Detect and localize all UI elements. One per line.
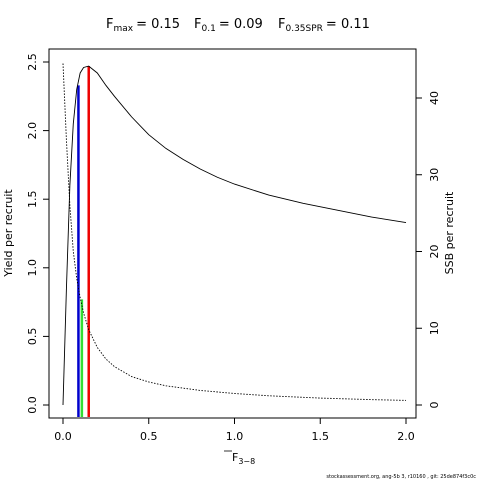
y-right-tick-label: 10 — [428, 321, 441, 335]
series-layer — [62, 63, 407, 406]
ssb-curve — [62, 63, 407, 401]
y-left-tick-label: 1.5 — [26, 190, 39, 208]
x-tick-label: 1.5 — [312, 430, 330, 443]
y-axis-left-label: Yield per recruit — [2, 189, 15, 278]
svg-text:Fmax= 0.15 F0.1= 0.09: Fmax = 0.15 F0.1 = 0.09 F0.35SPR = 0.11 — [106, 17, 370, 34]
title-fspr-value: = 0.11 — [326, 17, 370, 32]
title-fspr-letter: F — [278, 17, 285, 32]
y-axis-right: 0 10 20 30 40 — [415, 91, 441, 409]
y-axis-left: 0.0 0.5 1.0 1.5 2.0 2.5 — [26, 53, 50, 414]
x-axis-label-main: F — [232, 451, 238, 464]
y-right-tick-label: 40 — [428, 91, 441, 105]
y-axis-right-label: SSB per recruit — [443, 191, 456, 274]
x-tick-label: 0.0 — [54, 430, 72, 443]
x-axis-label-sub: 3−8 — [238, 457, 255, 466]
y-right-tick-label: 30 — [428, 168, 441, 182]
y-left-tick-label: 2.0 — [26, 122, 39, 140]
title-f01-value: = 0.09 — [219, 17, 263, 32]
x-tick-label: 1.0 — [226, 430, 244, 443]
yield-curve — [62, 65, 407, 406]
x-tick-label: 0.5 — [140, 430, 158, 443]
title-fmax-sub: max — [113, 24, 133, 34]
y-left-tick-label: 0.5 — [26, 328, 39, 346]
title-fmax-value: = 0.15 — [136, 17, 180, 32]
y-left-tick-label: 0.0 — [26, 396, 39, 414]
title-fspr-sub: 0.35SPR — [285, 24, 322, 34]
title-f01-sub: 0.1 — [201, 24, 215, 34]
y-left-tick-label: 1.0 — [26, 259, 39, 277]
x-axis: 0.0 0.5 1.0 1.5 2.0 — [54, 417, 415, 443]
reference-lines — [77, 66, 90, 417]
y-right-tick-label: 0 — [428, 402, 441, 409]
footer-note: stockassessment.org, ang-5b 3, r10160 , … — [326, 474, 476, 480]
plot-frame — [48, 48, 417, 419]
title-f01-letter: F — [194, 17, 201, 32]
chart-title: Fmax = 0.15 F0.1 = 0.09 F0.35SPR = 0.11 — [106, 17, 370, 34]
x-axis-label: F3−8 — [232, 451, 255, 466]
y-left-tick-label: 2.5 — [26, 53, 39, 71]
x-tick-label: 2.0 — [397, 430, 415, 443]
title-fmax-letter: F — [106, 17, 113, 32]
y-right-tick-label: 20 — [428, 245, 441, 259]
